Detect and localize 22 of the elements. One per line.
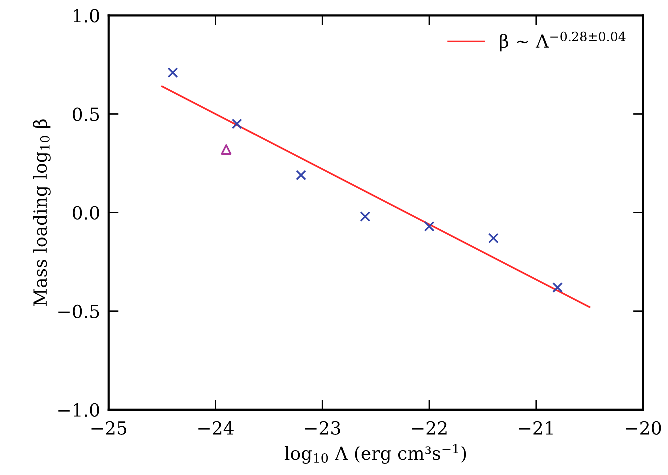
point — [552, 282, 564, 293]
point — [488, 233, 499, 244]
y-tick-label: 0.5 — [73, 108, 100, 122]
y-tick-label: 1.0 — [74, 9, 100, 23]
point — [360, 212, 371, 222]
point — [232, 118, 242, 130]
x-tick-label: −20 — [626, 421, 662, 436]
x-axis-title: log$_{10}$ Λ (erg cm³s$^{−1}$) — [284, 444, 466, 464]
point — [221, 144, 232, 155]
point — [168, 68, 178, 78]
y-tick-label: −1.0 — [58, 403, 100, 418]
x-tick-label: −24 — [198, 421, 234, 435]
x-tick-label: −23 — [306, 421, 340, 436]
x-tick-label: −21 — [519, 421, 553, 435]
legend-label: β ∼ Λ$^{−0.28±0.04}$ — [500, 32, 626, 52]
x-tick-label: −25 — [92, 421, 127, 436]
y-axis-title: Mass loading log$_{10}$ β — [33, 120, 51, 306]
y-tick-label: −0.5 — [58, 304, 100, 318]
point — [424, 221, 435, 232]
x-tick-label: −22 — [412, 421, 447, 435]
point — [296, 170, 306, 181]
y-tick-label: 0.0 — [73, 206, 100, 220]
